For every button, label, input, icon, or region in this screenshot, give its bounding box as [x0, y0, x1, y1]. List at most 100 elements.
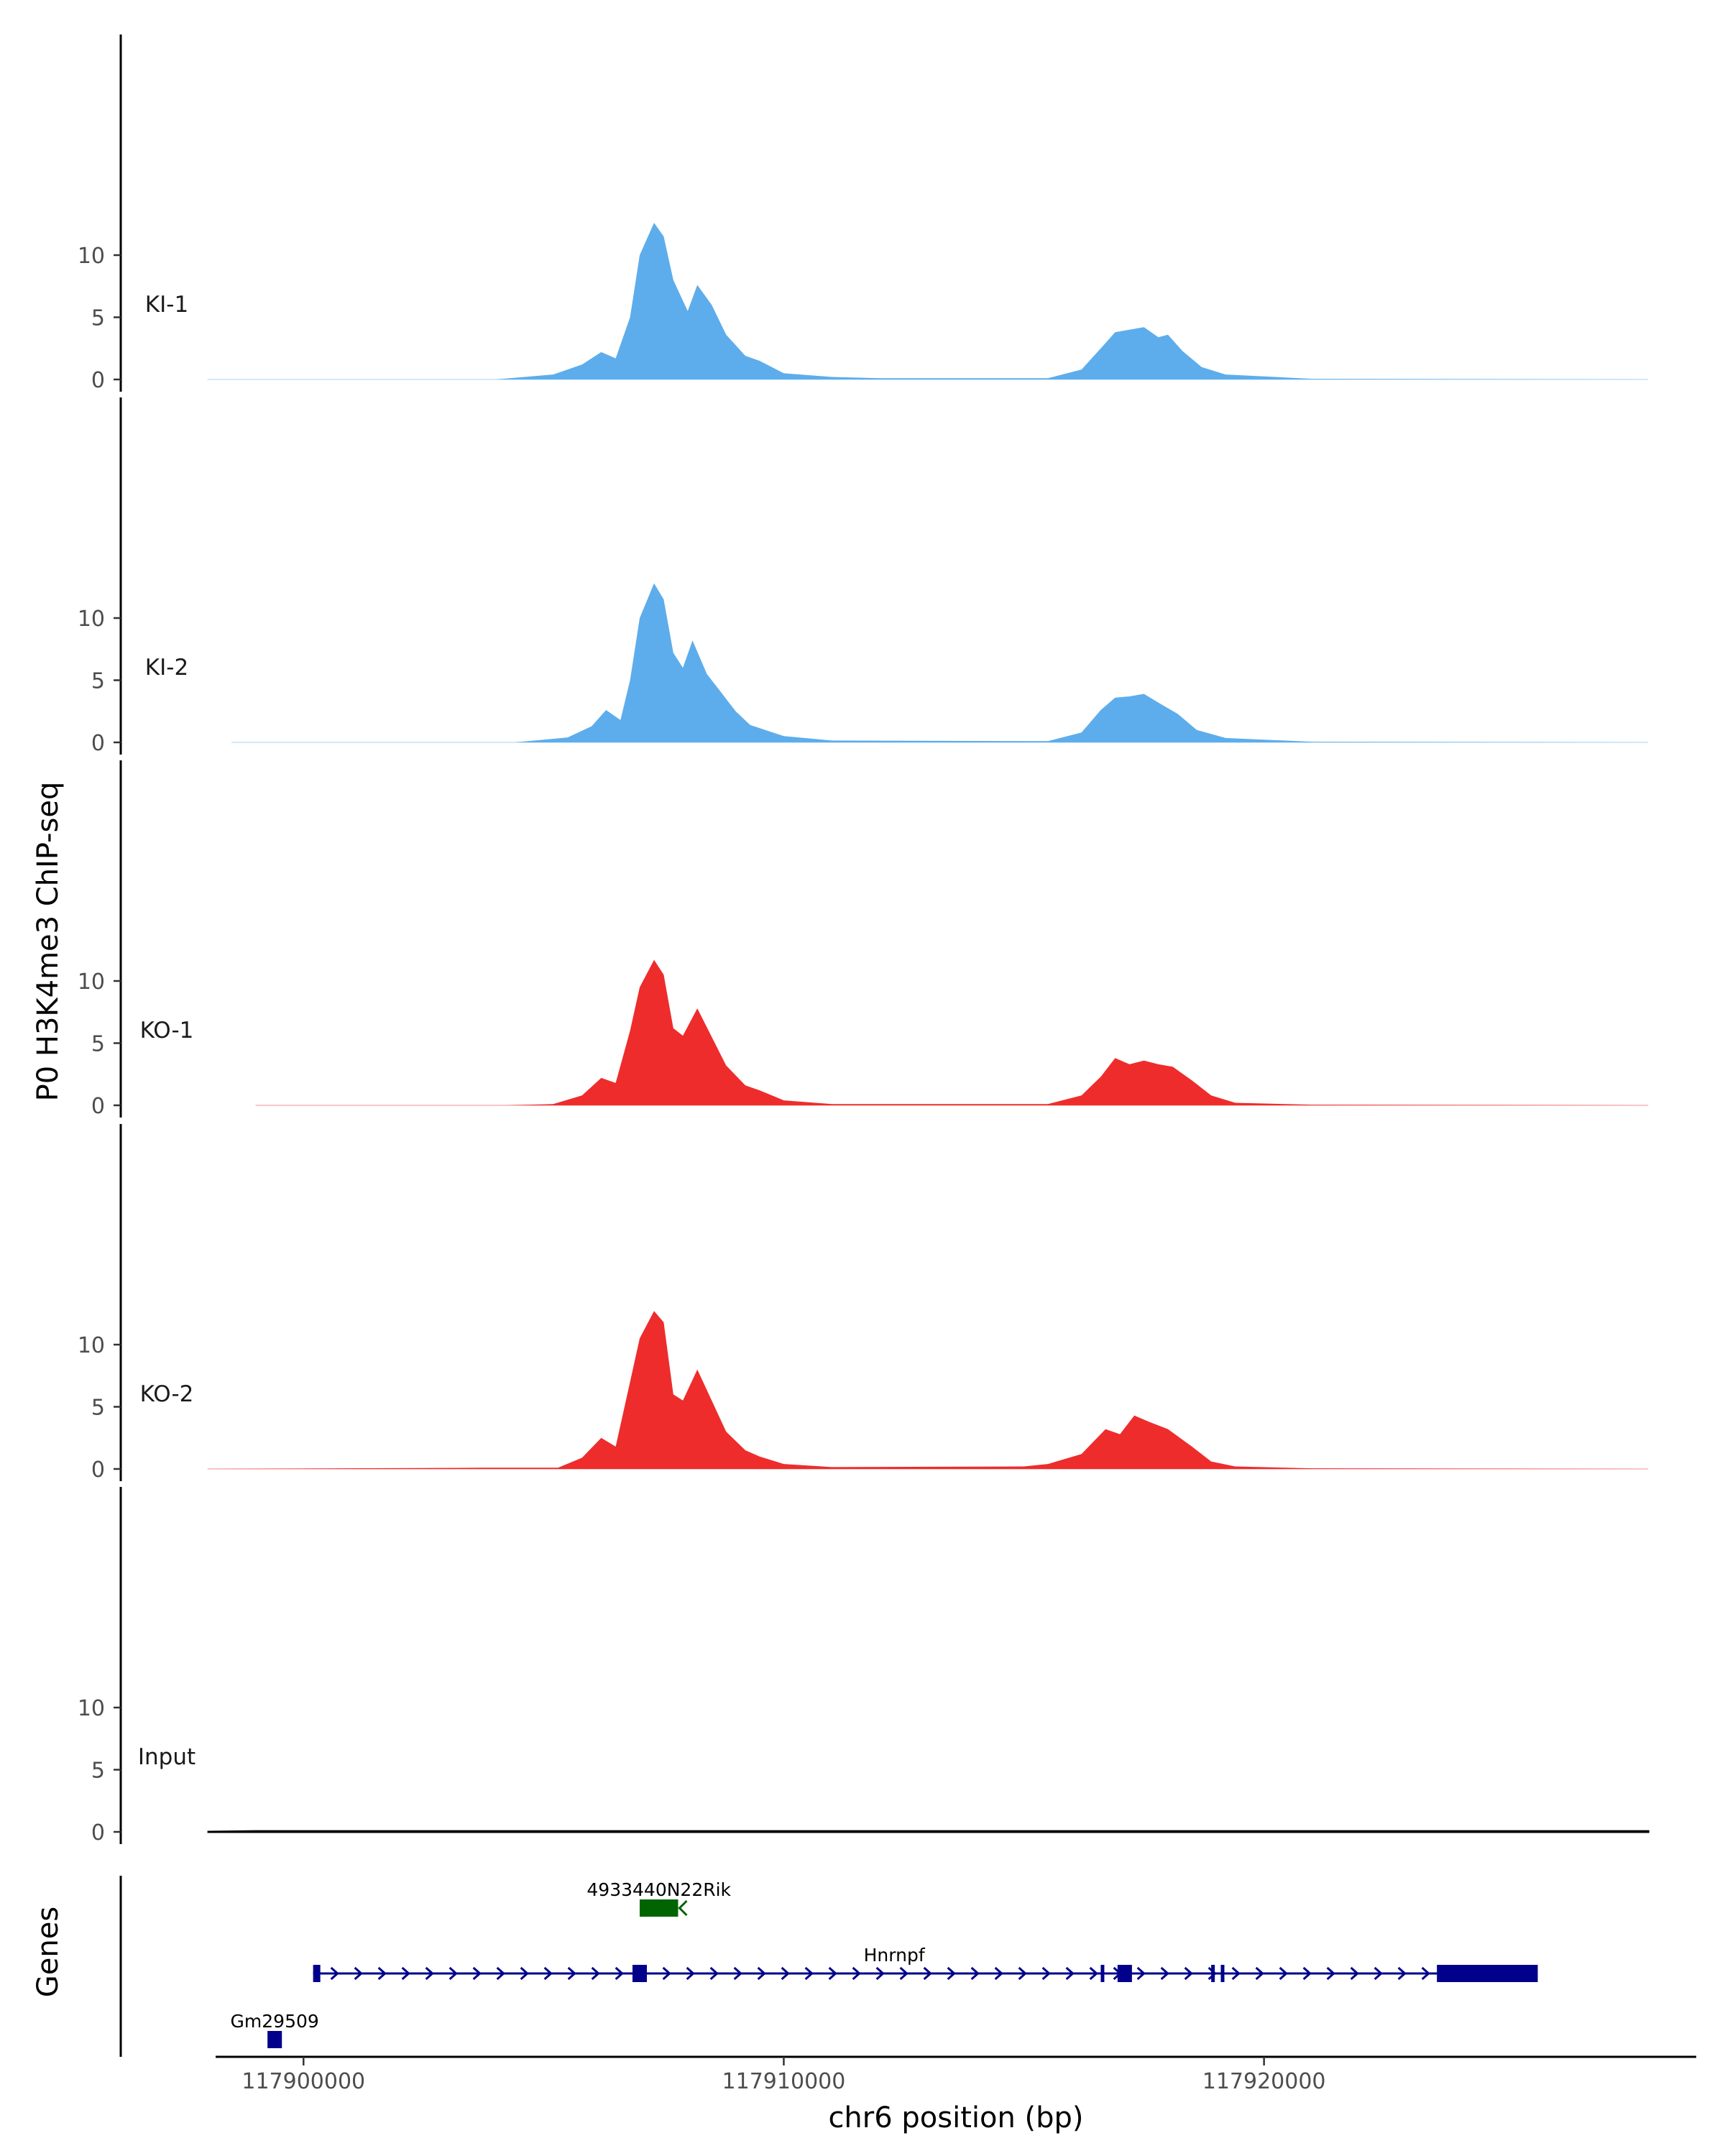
strand-arrow: [709, 1966, 719, 1981]
y-tick-label: 10: [78, 607, 105, 632]
track-ki-1: 0 5 10 KI-1: [78, 34, 1649, 393]
strand-arrow: [448, 1966, 458, 1981]
y-tick-label: 0: [91, 1820, 105, 1846]
y-tick-label: 10: [78, 1696, 105, 1721]
track-input: 0 5 10 Input: [78, 1487, 1650, 1846]
track-label: Input: [138, 1744, 196, 1770]
coverage-area: [207, 1311, 1649, 1469]
strand-arrow: [1302, 1966, 1312, 1981]
strand-arrow: [472, 1966, 482, 1981]
strand-arrow: [496, 1966, 505, 1981]
strand-arrow: [1160, 1966, 1169, 1981]
strand-arrow: [678, 1899, 688, 1917]
track-ko-1: 0 5 10 KO-1: [78, 760, 1649, 1119]
strand-arrow: [1326, 1966, 1335, 1981]
strand-arrow: [781, 1966, 790, 1981]
gene-exon: [313, 1965, 321, 1982]
coverage-area: [207, 1830, 1650, 1833]
track-label: KI-1: [145, 292, 188, 318]
y-tick-label: 0: [91, 1457, 105, 1483]
y-tick-label: 0: [91, 1094, 105, 1119]
strand-arrow: [733, 1966, 742, 1981]
strand-arrow: [1018, 1966, 1027, 1981]
coverage-area: [255, 959, 1649, 1105]
strand-arrow: [662, 1966, 671, 1981]
gene-gm29509: Gm29509: [231, 2011, 319, 2048]
y-tick-label: 10: [78, 969, 105, 995]
x-tick-label: 117900000: [242, 2069, 365, 2094]
gene-exon: [1220, 1965, 1225, 1982]
genes-track-label: Genes: [32, 1907, 65, 1997]
strand-arrow: [828, 1966, 837, 1981]
gene-label: Gm29509: [231, 2011, 319, 2032]
y-tick-label: 5: [91, 1396, 105, 1421]
y-tick-label: 5: [91, 1759, 105, 1784]
strand-arrow: [425, 1966, 434, 1981]
track-label: KO-1: [140, 1018, 194, 1044]
strand-arrow: [899, 1966, 908, 1981]
gene-exon: [1211, 1965, 1215, 1982]
strand-arrow: [1374, 1966, 1383, 1981]
x-tick-label: 117910000: [722, 2069, 846, 2094]
strand-arrow: [1255, 1966, 1264, 1981]
strand-arrow: [543, 1966, 553, 1981]
strand-arrow: [947, 1966, 956, 1981]
gene-exon: [640, 1899, 678, 1917]
y-tick-label: 0: [91, 731, 105, 756]
gene-label: 4933440N22Rik: [586, 1879, 731, 1900]
strand-arrow: [804, 1966, 814, 1981]
track-ko-2: 0 5 10 KO-2: [78, 1124, 1649, 1483]
strand-arrow: [1136, 1966, 1146, 1981]
strand-arrow: [567, 1966, 576, 1981]
strand-arrow: [354, 1966, 363, 1981]
coverage-tracks: 0 5 10 KI-1 0 5 10 KI-2 0 5 10 KO-1 0 5 10 KO-2 0 5 10 Inpu…: [78, 34, 1650, 1846]
y-tick-label: 10: [78, 1333, 105, 1358]
strand-arrow: [591, 1966, 600, 1981]
coverage-area: [207, 223, 1649, 379]
y-tick-label: 10: [78, 244, 105, 269]
gene-exon: [1117, 1965, 1132, 1982]
strand-arrow: [1279, 1966, 1288, 1981]
strand-arrow: [520, 1966, 529, 1981]
x-tick-label: 117920000: [1202, 2069, 1326, 2094]
gene-label: Hnrnpf: [864, 1945, 926, 1966]
track-label: KI-2: [145, 655, 188, 681]
gene-hnrnpf: Hnrnpf: [313, 1945, 1538, 1982]
strand-arrow: [401, 1966, 410, 1981]
strand-arrow: [757, 1966, 766, 1981]
track-ki-2: 0 5 10 KI-2: [78, 397, 1649, 756]
strand-arrow: [1350, 1966, 1359, 1981]
strand-arrow: [1421, 1966, 1430, 1981]
gene-exon: [1100, 1965, 1105, 1982]
strand-arrow: [875, 1966, 885, 1981]
strand-arrow: [923, 1966, 932, 1981]
strand-arrow: [1397, 1966, 1407, 1981]
gene-4933440n22rik: 4933440N22Rik: [586, 1879, 732, 1917]
coverage-area: [231, 583, 1649, 742]
y-tick-label: 5: [91, 306, 105, 331]
strand-arrow: [330, 1966, 339, 1981]
genes-track: Hnrnpf 4933440N22Rik Gm29509: [119, 1876, 1538, 2057]
x-axis: 117900000 117910000 117920000: [216, 2055, 1696, 2094]
gene-exon: [632, 1965, 648, 1982]
strand-arrow: [1065, 1966, 1075, 1981]
strand-arrow: [994, 1966, 1003, 1981]
strand-arrow: [1208, 1966, 1217, 1981]
strand-arrow: [852, 1966, 861, 1981]
gene-exon: [1437, 1965, 1538, 1982]
strand-arrow: [1089, 1966, 1098, 1981]
track-label: KO-2: [140, 1381, 194, 1407]
x-axis-title: chr6 position (bp): [828, 2101, 1083, 2134]
strand-arrow: [1231, 1966, 1241, 1981]
strand-arrow: [377, 1966, 387, 1981]
gene-exon: [267, 2031, 282, 2048]
strand-arrow: [1184, 1966, 1193, 1981]
y-tick-label: 5: [91, 1032, 105, 1057]
strand-arrow: [970, 1966, 980, 1981]
strand-arrow: [686, 1966, 695, 1981]
y-tick-label: 5: [91, 669, 105, 694]
y-axis-title: P0 H3K4me3 ChIP-seq: [32, 782, 65, 1102]
strand-arrow: [615, 1966, 624, 1981]
y-tick-label: 0: [91, 368, 105, 393]
